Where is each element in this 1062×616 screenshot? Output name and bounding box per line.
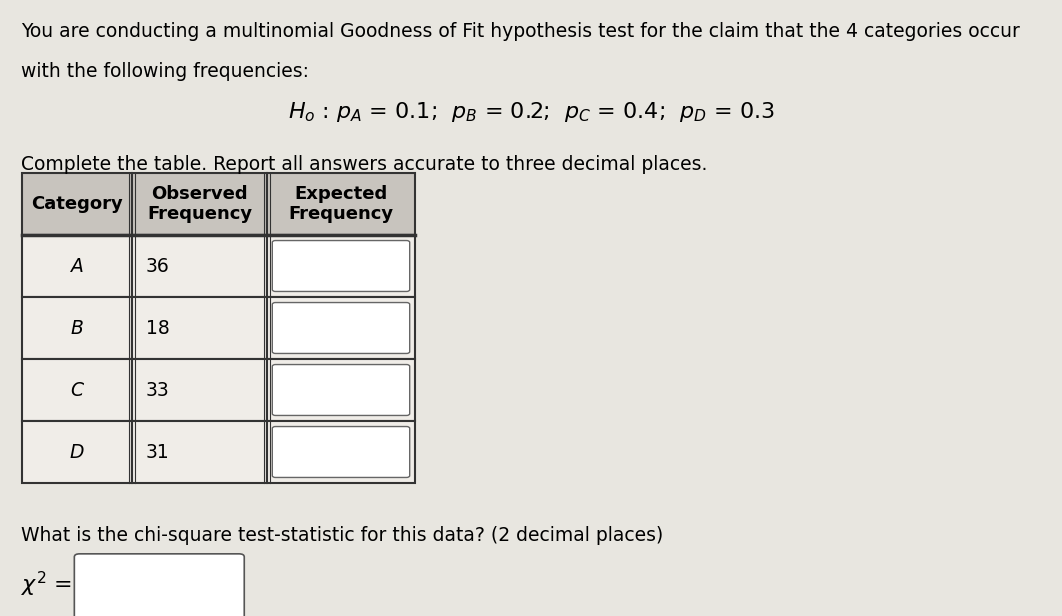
Bar (27, 301, 127, 355)
Bar (267, 235, 415, 297)
Text: You are conducting a multinomial Goodness of Fit hypothesis test for the claim t: You are conducting a multinomial Goodnes… (21, 22, 1021, 41)
FancyBboxPatch shape (272, 240, 410, 291)
Text: 36: 36 (145, 256, 170, 275)
FancyBboxPatch shape (272, 302, 410, 354)
Text: 33: 33 (145, 381, 170, 400)
Bar (22, 235, 132, 297)
Bar (22, 359, 132, 421)
FancyBboxPatch shape (272, 365, 410, 415)
Bar (22, 173, 132, 235)
Text: with the following frequencies:: with the following frequencies: (21, 62, 309, 81)
Bar (136, 238, 262, 293)
Bar (27, 424, 127, 479)
FancyBboxPatch shape (74, 554, 244, 616)
Bar (132, 297, 267, 359)
Text: What is the chi-square test-statistic for this data? (2 decimal places): What is the chi-square test-statistic fo… (21, 526, 664, 545)
Bar (136, 301, 262, 355)
Bar (27, 363, 127, 417)
Text: $\chi^2$ =: $\chi^2$ = (21, 570, 72, 599)
Bar (267, 359, 415, 421)
Text: Category: Category (31, 195, 123, 213)
Text: D: D (70, 442, 84, 461)
Text: Complete the table. Report all answers accurate to three decimal places.: Complete the table. Report all answers a… (21, 155, 707, 174)
FancyBboxPatch shape (272, 426, 410, 477)
Bar (132, 421, 267, 483)
Text: Expected
Frequency: Expected Frequency (289, 185, 394, 224)
Bar (136, 363, 262, 417)
Text: Observed
Frequency: Observed Frequency (147, 185, 252, 224)
Bar (267, 173, 415, 235)
Bar (27, 238, 127, 293)
Text: B: B (70, 318, 84, 338)
Bar (132, 173, 267, 235)
Text: C: C (70, 381, 84, 400)
Text: A: A (70, 256, 84, 275)
Bar (132, 235, 267, 297)
Text: $H_o$ : $p_A$ = 0.1;  $p_B$ = 0.2;  $p_C$ = 0.4;  $p_D$ = 0.3: $H_o$ : $p_A$ = 0.1; $p_B$ = 0.2; $p_C$ … (288, 100, 774, 124)
Bar (132, 359, 267, 421)
Bar (136, 424, 262, 479)
Bar (22, 297, 132, 359)
Bar (267, 421, 415, 483)
Text: 31: 31 (145, 442, 170, 461)
Bar (267, 297, 415, 359)
Bar (22, 421, 132, 483)
Text: 18: 18 (145, 318, 170, 338)
